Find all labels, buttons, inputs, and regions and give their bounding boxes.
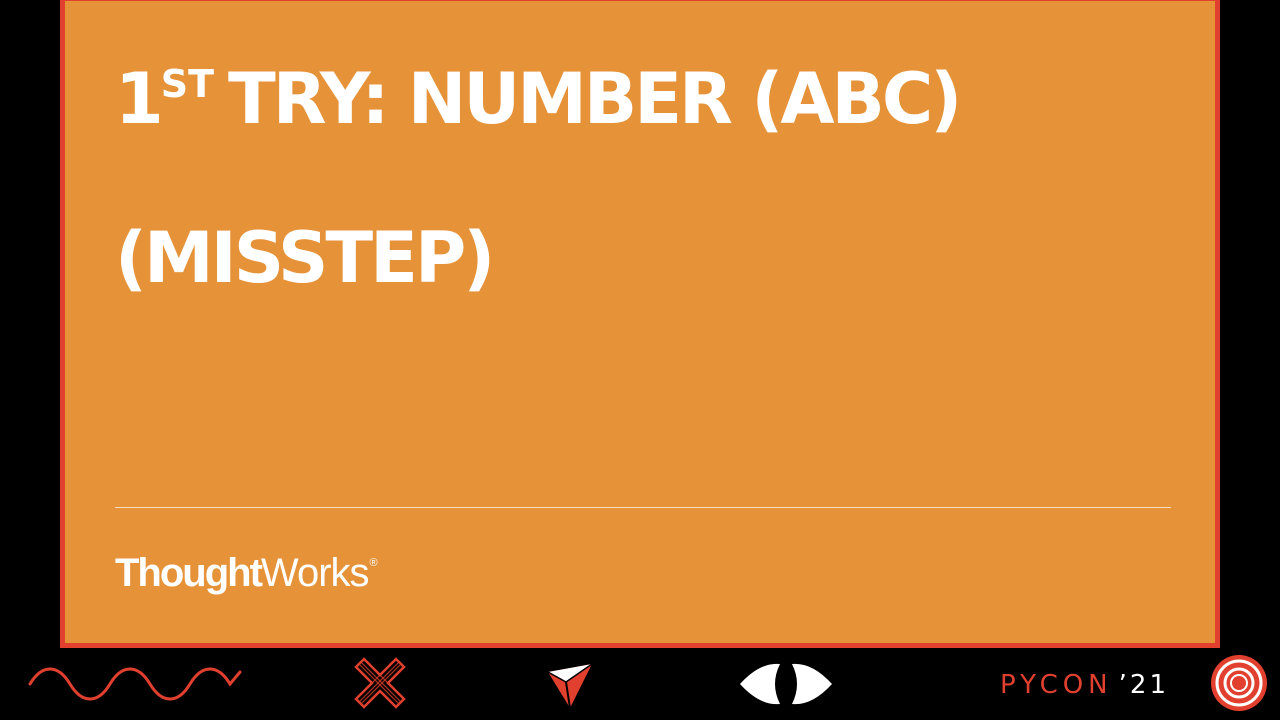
title-ordinal: 1 [115, 58, 164, 140]
brand-registered-mark: ® [369, 557, 378, 569]
triangle-icon [547, 663, 593, 709]
title-line-1-text: TRY: NUMBER (ABC) [228, 58, 962, 140]
divider [115, 507, 1171, 508]
x-cross-icon [354, 657, 406, 709]
title-ordinal-suffix: ST [160, 62, 215, 106]
brand-part-2: Works [260, 551, 370, 595]
thoughtworks-logo: ThoughtWorks® [115, 549, 378, 607]
slide-panel: 1ST TRY: NUMBER (ABC) (MISSTEP) ThoughtWo… [60, 0, 1220, 648]
target-icon [1211, 655, 1267, 711]
wave-icon [28, 667, 242, 701]
title-line-1: 1ST TRY: NUMBER (ABC) [115, 25, 1175, 184]
event-name: PYCON [1000, 670, 1113, 700]
slide-title: 1ST TRY: NUMBER (ABC) (MISSTEP) [115, 25, 1175, 332]
eye-icon [740, 663, 832, 705]
pycon-event-label: PYCON ’21 [1000, 670, 1169, 700]
brand-part-1: Thought [115, 551, 263, 595]
title-line-2: (MISSTEP) [115, 217, 495, 299]
event-year: ’21 [1118, 670, 1169, 700]
